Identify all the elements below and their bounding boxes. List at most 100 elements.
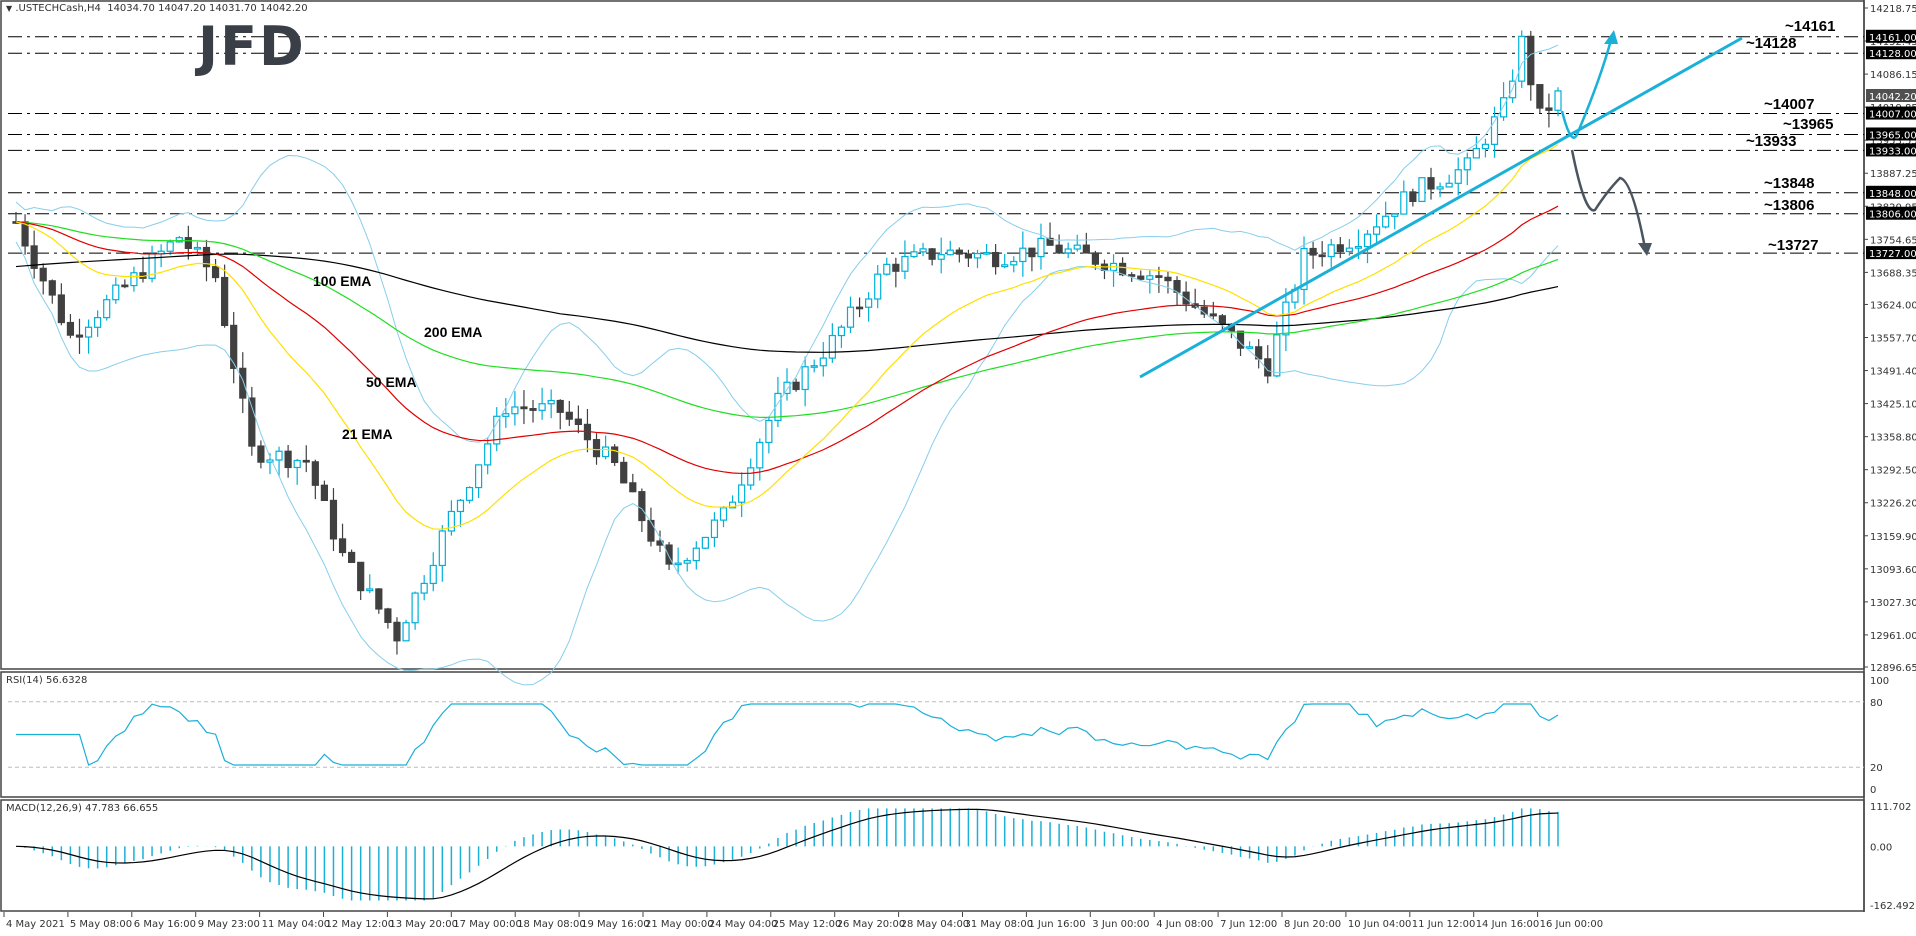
bollinger-upper	[15, 44, 1559, 443]
ema100-label: 100 EMA	[313, 273, 372, 289]
ema50-line	[15, 205, 1559, 475]
svg-text:20: 20	[1870, 763, 1883, 774]
svg-text:13933.00: 13933.00	[1869, 146, 1916, 157]
price-tag	[1866, 143, 1916, 157]
time-tick: 1 Jun 16:00	[1028, 919, 1086, 930]
svg-text:14007.00: 14007.00	[1869, 110, 1916, 121]
arrow-head-up-icon	[1604, 30, 1618, 44]
time-tick: 17 May 00:00	[453, 919, 522, 930]
svg-text:14161.00: 14161.00	[1869, 33, 1916, 44]
macd-histogram	[24, 808, 1559, 901]
svg-text:14042.20: 14042.20	[1869, 92, 1916, 103]
time-tick: 28 May 04:00	[900, 919, 970, 930]
price-tick: 13688.35	[1870, 268, 1916, 279]
bullish-scenario-arrow[interactable]	[1560, 39, 1613, 139]
time-tick: 11 Jun 12:00	[1411, 919, 1476, 930]
macd-signal-line	[15, 808, 1559, 900]
svg-text:100: 100	[1870, 676, 1889, 687]
candles	[12, 30, 1562, 655]
price-tick: 13557.70	[1870, 334, 1916, 345]
arrow-head-down-icon	[1638, 243, 1652, 256]
time-tick: 21 May 00:00	[645, 919, 714, 930]
level-label-13965: ~13965	[1783, 116, 1834, 133]
chart-header: ▼ .USTECHCash,H4 14034.70 14047.20 14031…	[6, 3, 308, 14]
svg-text:13848.00: 13848.00	[1869, 189, 1916, 200]
price-tag	[1866, 127, 1916, 141]
time-tick: 3 Jun 00:00	[1092, 919, 1150, 930]
jfd-logo: JFD	[198, 15, 306, 78]
time-tick: 13 May 20:00	[389, 919, 458, 930]
ohlc-values: 14034.70 14047.20 14031.70 14042.20	[107, 3, 308, 14]
macd-title: MACD(12,26,9) 47.783 66.655	[6, 803, 159, 814]
price-tick: 13292.50	[1870, 466, 1916, 477]
level-label-13806: ~13806	[1764, 197, 1815, 214]
time-tick: 9 May 23:00	[197, 919, 260, 930]
main-pane	[0, 0, 1865, 670]
svg-text:111.702: 111.702	[1870, 802, 1911, 813]
price-tick: 14086.15	[1870, 70, 1916, 81]
ema200-line	[15, 253, 1559, 353]
time-tick: 10 Jun 04:00	[1347, 919, 1412, 930]
time-tick: 16 Jun 00:00	[1539, 919, 1604, 930]
time-tick: 25 May 12:00	[772, 919, 842, 930]
time-tick: 18 May 08:00	[517, 919, 586, 930]
price-tag	[1866, 89, 1916, 103]
bearish-scenario-arrow[interactable]	[1570, 149, 1647, 249]
ema21-label: 21 EMA	[342, 426, 393, 442]
price-tick: 13027.30	[1870, 598, 1916, 609]
level-label-14128: ~14128	[1746, 35, 1797, 52]
level-label-13848: ~13848	[1764, 175, 1815, 192]
time-tick: 26 May 20:00	[836, 919, 906, 930]
svg-text:-162.492: -162.492	[1870, 901, 1915, 912]
rsi-title: RSI(14) 56.6328	[6, 675, 88, 686]
price-tag	[1866, 29, 1916, 43]
price-tick: 13491.40	[1870, 367, 1916, 378]
symbol-label: .USTECHCash,H4	[15, 3, 101, 14]
price-tick: 13754.65	[1870, 235, 1916, 246]
svg-text:0: 0	[1870, 785, 1876, 796]
time-tick: 31 May 08:00	[964, 919, 1034, 930]
svg-text:13806.00: 13806.00	[1869, 210, 1916, 221]
svg-text:80: 80	[1870, 698, 1883, 709]
triangle-down-icon[interactable]: ▼	[6, 4, 13, 13]
price-tick: 13358.80	[1870, 433, 1916, 444]
time-tick: 6 May 16:00	[133, 919, 197, 930]
ema50-label: 50 EMA	[366, 374, 417, 390]
level-label-14007: ~14007	[1764, 96, 1815, 113]
rsi-pane	[0, 671, 1865, 798]
time-tick: 7 Jun 12:00	[1220, 919, 1278, 930]
time-tick: 24 May 04:00	[708, 919, 778, 930]
price-tick: 13887.25	[1870, 169, 1916, 180]
time-tick: 4 May 2021	[6, 919, 65, 930]
price-tick: 13953.55	[1870, 136, 1916, 147]
svg-text:14128.00: 14128.00	[1869, 49, 1916, 60]
uptrend-line[interactable]	[1139, 36, 1743, 379]
ema21-line	[15, 144, 1559, 530]
svg-text:13965.00: 13965.00	[1869, 130, 1916, 141]
time-tick: 5 May 08:00	[69, 919, 133, 930]
time-tick: 19 May 16:00	[581, 919, 650, 930]
price-tick: 13226.20	[1870, 499, 1916, 510]
ema200-label: 200 EMA	[424, 324, 483, 340]
bollinger-lower	[15, 241, 1559, 686]
svg-text:13727.00: 13727.00	[1869, 249, 1916, 260]
time-tick: 14 Jun 16:00	[1475, 919, 1540, 930]
price-tick: 13093.60	[1870, 565, 1916, 576]
level-label-14161: ~14161	[1785, 18, 1836, 35]
level-label-13933: ~13933	[1746, 133, 1797, 150]
price-tick: 13425.10	[1870, 400, 1916, 411]
level-label-13727: ~13727	[1768, 237, 1819, 254]
price-tick: 13624.00	[1870, 300, 1916, 311]
price-tag	[1866, 46, 1916, 60]
time-tick: 4 Jun 08:00	[1156, 919, 1214, 930]
price-tick: 13159.90	[1870, 532, 1916, 543]
price-tick: 12961.00	[1870, 631, 1916, 642]
price-tag	[1866, 206, 1916, 220]
price-tag	[1866, 106, 1916, 120]
svg-text:0.00: 0.00	[1870, 842, 1892, 853]
ema100-line	[15, 221, 1559, 418]
price-tag	[1866, 185, 1916, 199]
time-tick: 11 May 04:00	[261, 919, 331, 930]
rsi-line	[16, 703, 1559, 766]
